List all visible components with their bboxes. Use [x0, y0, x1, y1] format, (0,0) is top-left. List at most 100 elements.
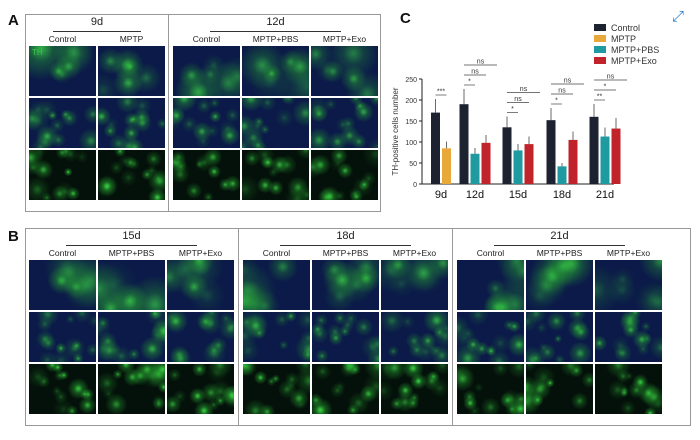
column-title: MPTP+PBS: [108, 248, 155, 258]
legend-label: MPTP: [611, 34, 636, 44]
column-title: MPTP+Exo: [606, 248, 651, 258]
bar-MPTP+PBS-18d: [557, 166, 567, 184]
micrograph: [98, 364, 165, 414]
micrograph: [526, 260, 593, 310]
micrograph: [457, 364, 524, 414]
column-title: MPTP+Exo: [178, 248, 223, 258]
column-title: MPTP+PBS: [252, 34, 299, 44]
legend-swatch: [594, 57, 606, 64]
group-title: 21d: [550, 230, 569, 242]
bar-MPTP-9d: [442, 148, 451, 184]
micrograph: [29, 312, 96, 362]
y-tick-label: 50: [409, 161, 417, 168]
column-title: Control: [262, 248, 291, 258]
significance-label: ns: [471, 69, 479, 76]
column-title: MPTP: [119, 34, 144, 44]
legend-swatch: [594, 24, 606, 31]
micrograph: [173, 46, 240, 96]
group-divider: [237, 229, 239, 425]
panel-a: 9d Control TH MPTP 12d Control MPTP+PBS MPTP+Ex…: [25, 14, 381, 212]
micrograph: TH: [29, 46, 96, 96]
y-tick-label: 150: [405, 119, 417, 126]
bar-MPTP+Exo-21d: [611, 128, 621, 184]
expand-arrows-icon[interactable]: ⤢: [672, 8, 685, 25]
micrograph: [311, 98, 378, 148]
micrograph: [173, 150, 240, 200]
micrograph: [595, 312, 662, 362]
micrograph: [526, 312, 593, 362]
group-underline: [493, 245, 626, 246]
group-divider: [451, 229, 453, 425]
bar-MPTP+PBS-12d: [470, 153, 480, 184]
micrograph: [98, 312, 165, 362]
micrograph: [98, 98, 165, 148]
micrograph: [29, 260, 96, 310]
y-tick-label: 250: [405, 77, 417, 84]
micrograph: [457, 312, 524, 362]
significance-label: *: [555, 98, 558, 105]
micrograph: [167, 312, 234, 362]
micrograph: [29, 150, 96, 200]
bar-Control-9d: [431, 112, 440, 184]
micrograph: [29, 364, 96, 414]
group-underline: [53, 31, 141, 32]
micrograph: [595, 260, 662, 310]
micrograph: [243, 312, 310, 362]
x-tick-label: 12d: [466, 189, 484, 201]
significance-label: *: [511, 106, 514, 113]
legend-label: MPTP+PBS: [611, 45, 659, 55]
bar-Control-18d: [546, 120, 556, 184]
bar-MPTP+Exo-15d: [524, 144, 534, 184]
bar-MPTP+Exo-18d: [568, 139, 578, 184]
y-tick-label: 100: [405, 140, 417, 147]
significance-label: ns: [564, 78, 572, 85]
micrograph: [242, 46, 309, 96]
group-12d: 12d Control MPTP+PBS MPTP+Exo: [173, 15, 378, 211]
micrograph: [98, 260, 165, 310]
x-tick-label: 21d: [596, 189, 614, 201]
significance-label: ns: [607, 74, 615, 81]
micrograph: [98, 150, 165, 200]
micrograph: [311, 150, 378, 200]
significance-label: **: [597, 94, 603, 101]
group-21d: 21d Control MPTP+PBS MPTP+Exo: [457, 229, 662, 425]
x-tick-label: 18d: [553, 189, 571, 201]
bar-Control-15d: [502, 127, 512, 184]
y-tick-label: 0: [413, 182, 417, 189]
significance-label: *: [468, 79, 471, 86]
group-underline: [279, 245, 412, 246]
micrograph: [29, 98, 96, 148]
bar-MPTP+PBS-15d: [513, 150, 523, 184]
column-title: Control: [192, 34, 221, 44]
group-title: 12d: [266, 16, 285, 28]
legend-label: Control: [611, 23, 640, 33]
column-title: MPTP+PBS: [536, 248, 583, 258]
x-tick-label: 15d: [509, 189, 527, 201]
channel-label: TH: [32, 48, 43, 57]
micrograph: [242, 98, 309, 148]
bar-MPTP+Exo-12d: [481, 142, 491, 184]
micrograph: [595, 364, 662, 414]
micrograph: [243, 260, 310, 310]
micrograph: [381, 364, 448, 414]
column-title: MPTP+PBS: [322, 248, 369, 258]
legend-label: MPTP+Exo: [611, 56, 657, 66]
group-title: 15d: [122, 230, 141, 242]
group-underline: [65, 245, 198, 246]
column-title: Control: [48, 34, 77, 44]
panel-c-label: C: [400, 10, 411, 27]
legend-swatch: [594, 35, 606, 42]
group-divider: [168, 15, 169, 211]
group-underline: [209, 31, 342, 32]
significance-label: ns: [477, 59, 485, 66]
significance-label: ns: [514, 96, 522, 103]
group-9d: 9d Control TH MPTP: [29, 15, 165, 211]
micrograph: [167, 260, 234, 310]
micrograph: [167, 364, 234, 414]
bar-Control-21d: [589, 116, 599, 184]
micrograph: [242, 150, 309, 200]
micrograph: [173, 98, 240, 148]
micrograph: [381, 312, 448, 362]
micrograph: [457, 260, 524, 310]
group-title: 9d: [90, 16, 104, 28]
